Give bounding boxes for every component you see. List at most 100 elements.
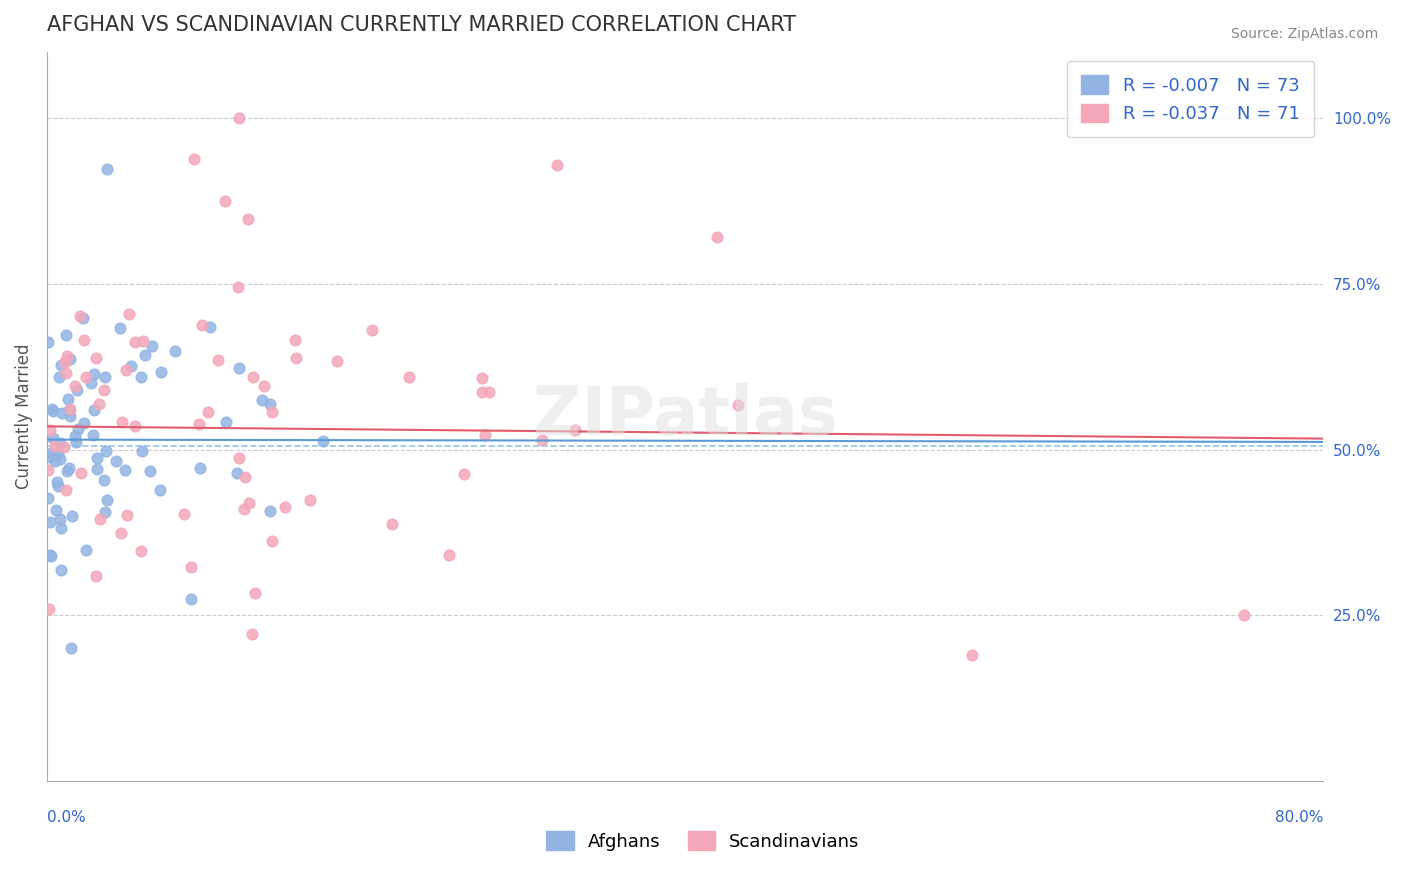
Point (105, 453, 128, 467)
Point (86, 461, 108, 475)
Point (111, 415, 134, 429)
Point (84, 351, 107, 365)
Point (474, 428, 496, 442)
Point (124, 335, 146, 350)
Point (381, 517, 404, 532)
Point (37, 491, 59, 505)
Point (38, 515, 60, 529)
Point (252, 379, 274, 393)
Point (52, 441, 75, 455)
Point (214, 194, 236, 208)
Point (260, 405, 283, 419)
Point (215, 415, 238, 429)
Point (228, 451, 250, 466)
Point (727, 398, 749, 412)
Point (37, 335, 59, 350)
Point (55, 366, 77, 380)
Point (259, 504, 281, 518)
Point (188, 417, 211, 431)
Point (66, 384, 89, 398)
Point (86, 450, 108, 465)
Point (471, 371, 494, 385)
Point (259, 396, 281, 410)
Point (82, 428, 104, 442)
Point (93, 473, 115, 487)
Point (56, 349, 79, 363)
Point (37, 463, 59, 477)
Point (531, 433, 554, 447)
Point (39, 424, 62, 438)
Point (83, 367, 105, 381)
Point (242, 369, 264, 384)
Point (183, 153, 205, 167)
Point (240, 627, 263, 641)
Y-axis label: Currently Married: Currently Married (15, 343, 32, 489)
Point (148, 483, 170, 498)
Point (706, 230, 728, 244)
Point (228, 361, 250, 376)
Point (180, 559, 202, 574)
Point (44, 454, 66, 468)
Point (207, 353, 229, 368)
Point (250, 392, 273, 407)
Point (191, 318, 214, 333)
Point (44, 439, 66, 453)
Point (53, 354, 76, 368)
Point (180, 592, 202, 607)
Point (49, 452, 72, 467)
Point (124, 418, 146, 433)
Point (42, 431, 65, 445)
Text: ZIPatlas: ZIPatlas (533, 384, 838, 450)
Point (59, 640, 82, 655)
Point (437, 548, 460, 562)
Point (41, 402, 63, 417)
Point (38, 602, 60, 616)
Point (75, 542, 97, 557)
Point (262, 533, 284, 548)
Point (75, 370, 97, 384)
Point (118, 307, 141, 321)
Point (49, 563, 72, 577)
Point (471, 385, 494, 400)
Point (188, 460, 211, 475)
Point (120, 359, 142, 374)
Point (233, 469, 256, 483)
Point (134, 348, 156, 362)
Point (1232, 608, 1254, 623)
Point (94, 444, 117, 458)
Point (79, 376, 101, 391)
Point (477, 385, 499, 400)
Point (149, 365, 172, 379)
Point (141, 339, 163, 353)
Point (39, 549, 62, 564)
Point (274, 500, 297, 514)
Text: 80.0%: 80.0% (1275, 810, 1323, 825)
Text: AFGHAN VS SCANDINAVIAN CURRENTLY MARRIED CORRELATION CHART: AFGHAN VS SCANDINAVIAN CURRENTLY MARRIED… (46, 15, 796, 35)
Point (84, 569, 107, 583)
Point (46, 479, 69, 493)
Point (325, 354, 347, 368)
Point (129, 544, 152, 558)
Point (110, 321, 132, 335)
Point (232, 502, 254, 516)
Point (69, 310, 91, 324)
Point (96, 492, 118, 507)
Point (67, 422, 90, 436)
Point (49, 521, 72, 535)
Point (45, 475, 67, 490)
Point (236, 212, 259, 227)
Point (63, 379, 86, 393)
Point (131, 334, 153, 349)
Point (72, 333, 94, 347)
Point (131, 443, 153, 458)
Point (225, 466, 247, 480)
Point (89, 512, 111, 526)
Point (59, 401, 82, 416)
Point (63, 429, 86, 443)
Point (55, 483, 77, 497)
Point (83, 402, 105, 417)
Point (56, 464, 79, 478)
Point (73, 416, 96, 430)
Point (962, 648, 984, 662)
Point (59, 409, 82, 424)
